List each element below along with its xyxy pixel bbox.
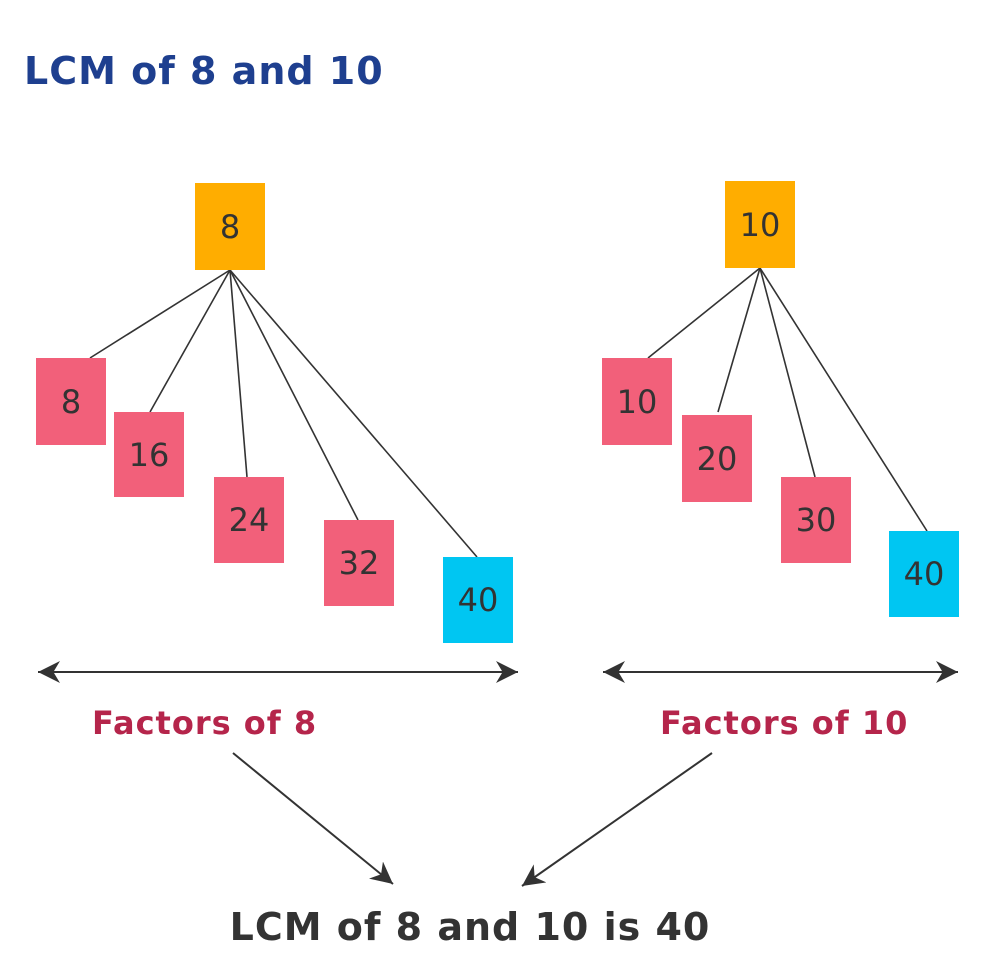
right-to-result-arrow	[521, 752, 713, 887]
left-caption: Factors of 8	[92, 704, 318, 742]
edge-8-to-8	[89, 269, 231, 359]
multiple-node: 8	[36, 358, 106, 445]
edge-8-to-40	[229, 269, 478, 558]
common-multiple-node: 40	[443, 557, 513, 643]
multiple-node: 10	[602, 358, 672, 445]
edge-8-to-16	[149, 269, 231, 413]
edge-10-to-20	[717, 267, 761, 413]
diagram-title: LCM of 8 and 10	[24, 49, 384, 93]
multiple-node: 16	[114, 412, 184, 497]
multiple-node: 24	[214, 477, 284, 563]
right-caption: Factors of 10	[660, 704, 909, 742]
left-to-result-arrow	[232, 752, 394, 885]
common-multiple-node: 40	[889, 531, 959, 617]
root-node-8: 8	[195, 183, 265, 270]
edge-8-to-24	[229, 269, 248, 478]
left-tree-edges	[89, 269, 478, 558]
multiple-node: 32	[324, 520, 394, 606]
edge-10-to-10	[647, 267, 761, 359]
edge-10-to-40	[759, 267, 928, 532]
multiple-node: 30	[781, 477, 851, 563]
edge-10-to-30	[759, 267, 816, 478]
result-text: LCM of 8 and 10 is 40	[229, 905, 711, 949]
multiple-node: 20	[682, 415, 752, 502]
right-tree-edges	[647, 267, 928, 532]
root-node-10: 10	[725, 181, 795, 268]
edge-8-to-32	[229, 269, 359, 521]
